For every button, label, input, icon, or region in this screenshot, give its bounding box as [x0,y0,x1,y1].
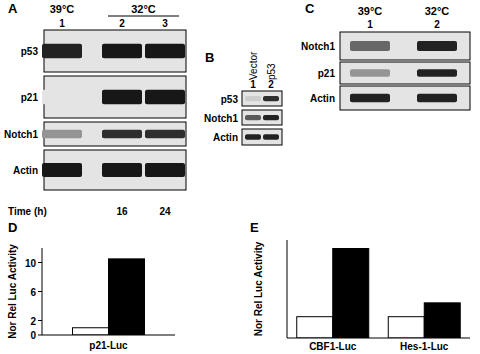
band [145,90,185,105]
row-label: Actin [310,93,335,104]
bar [388,317,424,338]
band [263,115,279,120]
figure: A39°C32°C123p53p21Notch1ActinTime (h)162… [0,0,480,354]
bar [424,303,460,338]
lane-label: 2 [268,79,274,90]
tick [38,262,42,263]
bar [297,317,333,338]
footer-label: Time (h) [8,206,47,217]
row-label: Notch1 [204,113,238,124]
lane-label: 1 [367,19,373,30]
group-label: 32°C [425,5,450,17]
band [350,41,390,51]
category-label: p21-Luc [89,340,128,351]
row-label: Actin [213,132,238,143]
band [350,94,390,102]
lane-label: 3 [162,18,168,29]
band [42,163,82,177]
category-label: Hes-1-Luc [400,341,449,352]
lane-label: 1 [59,18,65,29]
footer-value: 24 [159,206,171,217]
band [417,94,457,102]
panel-label: B [205,50,214,65]
band [350,69,390,77]
band [42,44,82,59]
band [102,163,142,177]
row-label: p53 [221,94,239,105]
row-label: p21 [21,92,39,103]
x-axis [287,338,470,339]
band [102,90,142,105]
panel-label: D [8,220,17,235]
row-label: Notch1 [4,129,38,140]
axis-title: Nor Rel Luc Activity [253,241,264,336]
panel-label: E [250,220,259,235]
band [145,163,185,177]
row-label: p21 [318,68,336,79]
lane-label: 2 [119,18,125,29]
lane-label: 1 [250,79,256,90]
band [417,41,457,51]
x-axis [42,335,175,336]
band [102,130,142,138]
group-label: 39°C [358,5,383,17]
tick-label: 2 [30,316,36,327]
tick [38,320,42,321]
row-label: Actin [13,165,38,176]
blot-panel: C 39°C 32°C 1 2 Notch1 p21 Actin [301,1,470,110]
bar [333,249,369,338]
band [42,130,82,138]
bar [73,328,109,335]
blot-strip [340,86,470,110]
category-label: CBF1-Luc [309,341,357,352]
bar-chart: E Nor Rel Luc Activity CBF1-Luc Hes-1-Luc [250,220,470,352]
band [145,130,185,138]
blot-panel: BVectorp5312p53Notch1Actin [204,50,282,145]
band [245,96,261,101]
band [245,134,261,140]
bar-chart: D Nor Rel Luc Activity p21-Luc 0 2 6 10 [7,220,175,351]
tick-label: 10 [25,258,37,269]
footer-value: 16 [116,206,128,217]
bars [73,259,145,335]
group-label: 39°C [50,3,75,15]
band [145,44,185,59]
panel-label: C [305,1,315,16]
band [42,90,82,105]
band [245,115,261,120]
tick [38,335,42,336]
blot-panel: A 39°C 32°C 1 2 3 p53 p21 Notch1 Actin Time (h) 16 2… [4,1,186,217]
blot-strip [340,62,470,84]
blot-strip [242,91,282,106]
row-label: p53 [21,46,39,57]
group-label: 32°C [131,3,156,15]
panel-label: A [8,1,18,16]
band [263,134,279,140]
tick [38,291,42,292]
group-label: p53 [266,63,277,80]
tick-label: 0 [30,330,36,341]
band [263,96,279,101]
y-axis [287,240,288,338]
bars [297,249,461,338]
blot-strip [340,32,470,60]
blot-strip [242,110,282,125]
group-bar [108,16,179,17]
blot-strip [242,129,282,145]
lane-label: 2 [434,19,440,30]
band [417,69,457,77]
bar [109,259,145,335]
axis-title: Nor Rel Luc Activity [7,244,18,339]
tick-label: 6 [30,287,36,298]
group-label: Vector [248,51,259,80]
row-label: Notch1 [301,41,335,52]
band [102,44,142,59]
